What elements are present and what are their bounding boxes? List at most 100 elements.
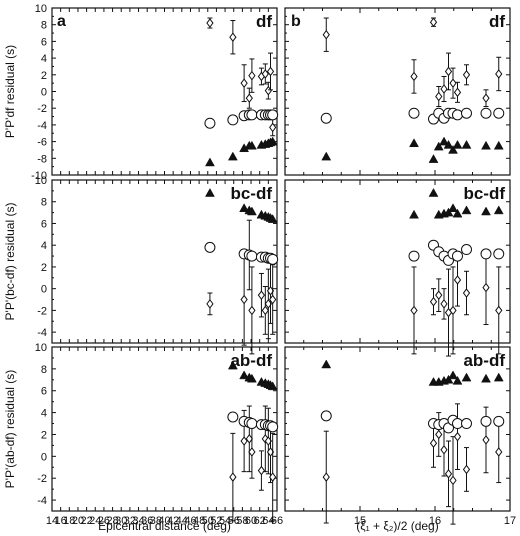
- triangle-point: [461, 139, 472, 149]
- y-tick-label: 6: [41, 218, 47, 230]
- diamond-point: [206, 299, 214, 309]
- diamond-point: [269, 294, 277, 305]
- x-tick-label: 62: [254, 515, 266, 527]
- diamond-point: [410, 71, 418, 82]
- x-axis-label: Epicentral distance (deg): [98, 519, 231, 533]
- diamond-point: [248, 447, 256, 457]
- circle-point: [204, 117, 216, 129]
- diamond-point: [453, 87, 462, 98]
- y-tick-label: 2: [41, 70, 47, 82]
- y-tick-label: -6: [37, 137, 47, 149]
- y-tick-label: 6: [41, 36, 47, 48]
- diamond-point: [440, 84, 448, 94]
- circle-point: [246, 109, 258, 121]
- x-tick-label: 30: [115, 515, 127, 527]
- triangle-point: [448, 203, 458, 213]
- panel-frame-df-right: [284, 7, 511, 176]
- triangle-point: [448, 144, 458, 154]
- diamond-point: [495, 305, 503, 316]
- diamond-point: [449, 475, 457, 486]
- x-tick-label: 54: [219, 515, 231, 527]
- triangle-point: [321, 359, 332, 369]
- diamond-point: [444, 66, 453, 77]
- diamond-point: [322, 29, 330, 40]
- y-tick-label: 10: [35, 3, 47, 15]
- y-tick-label: -2: [37, 473, 47, 485]
- y-axis-label: P'P'(bc-df) residual (s): [3, 203, 17, 321]
- diamond-point: [269, 472, 277, 482]
- diamond-point: [482, 282, 490, 293]
- diamond-point: [248, 305, 256, 316]
- triangle-point: [433, 141, 444, 151]
- diamond-point: [462, 69, 471, 80]
- triangle-point: [493, 205, 504, 215]
- circle-point: [480, 415, 492, 427]
- diamond-point: [429, 296, 438, 307]
- diamond-point: [495, 69, 503, 79]
- triangle-point: [239, 370, 250, 380]
- x-tick-label: 50: [202, 515, 214, 527]
- diamond-point: [248, 70, 256, 81]
- diamond-point: [229, 32, 237, 43]
- diamond-point: [245, 434, 253, 444]
- triangle-point: [493, 372, 504, 382]
- triangle-point: [409, 209, 419, 219]
- x-tick-label: 16: [429, 515, 441, 527]
- diamond-point: [482, 435, 490, 445]
- diamond-point: [453, 275, 462, 285]
- triangle-point: [205, 188, 215, 197]
- x-tick-label: 40: [158, 515, 170, 527]
- x-tick-label: 32: [124, 515, 136, 527]
- y-tick-label: -4: [37, 327, 47, 339]
- triangle-point: [227, 151, 238, 161]
- panel-letter: b: [291, 13, 301, 30]
- diamond-point: [429, 438, 438, 449]
- circle-point: [408, 107, 420, 119]
- x-tick-label: 26: [98, 515, 110, 527]
- diamond-point: [240, 294, 248, 305]
- triangle-point: [443, 139, 454, 149]
- y-tick-label: 2: [41, 262, 47, 274]
- diamond-point: [206, 18, 214, 28]
- panel-tag: df: [489, 12, 505, 31]
- y-tick-label: 4: [41, 53, 47, 65]
- triangle-point: [461, 372, 472, 382]
- x-tick-label: 24: [89, 515, 101, 527]
- triangle-point: [452, 139, 463, 149]
- triangle-point: [246, 206, 257, 216]
- triangle-point: [267, 381, 278, 391]
- diamond-point: [257, 290, 266, 301]
- panel-frame-bc-df-left: [51, 179, 278, 344]
- x-tick-label: 48: [193, 515, 205, 527]
- panel-tag: bc-df: [463, 184, 505, 203]
- triangle-point: [452, 208, 463, 218]
- y-tick-label: -4: [37, 120, 47, 132]
- diamond-point: [435, 290, 443, 301]
- panel-tag: ab-df: [230, 351, 272, 370]
- x-tick-label: 20: [72, 515, 84, 527]
- panel-letter: a: [57, 13, 66, 30]
- triangle-point: [443, 374, 454, 384]
- y-tick-label: -10: [31, 170, 47, 182]
- x-tick-label: 17: [504, 515, 516, 527]
- diamond-point: [435, 429, 443, 440]
- y-tick-label: 8: [41, 364, 47, 376]
- diamond-point: [261, 305, 269, 316]
- circle-point: [493, 248, 505, 260]
- triangle-point: [267, 136, 278, 146]
- diamond-point: [269, 122, 277, 133]
- circle-point: [320, 410, 332, 422]
- diamond-point: [482, 93, 490, 104]
- y-tick-label: 2: [41, 429, 47, 441]
- y-tick-label: 0: [41, 87, 47, 99]
- y-tick-label: 4: [41, 240, 47, 252]
- circle-point: [493, 107, 505, 119]
- diamond-point: [410, 305, 418, 316]
- triangle-point: [227, 360, 238, 370]
- x-tick-label: 38: [150, 515, 162, 527]
- y-tick-label: 10: [35, 175, 47, 187]
- circle-point: [461, 244, 472, 256]
- panel-frame-ab-df-right: [284, 346, 511, 512]
- circle-point: [320, 112, 332, 124]
